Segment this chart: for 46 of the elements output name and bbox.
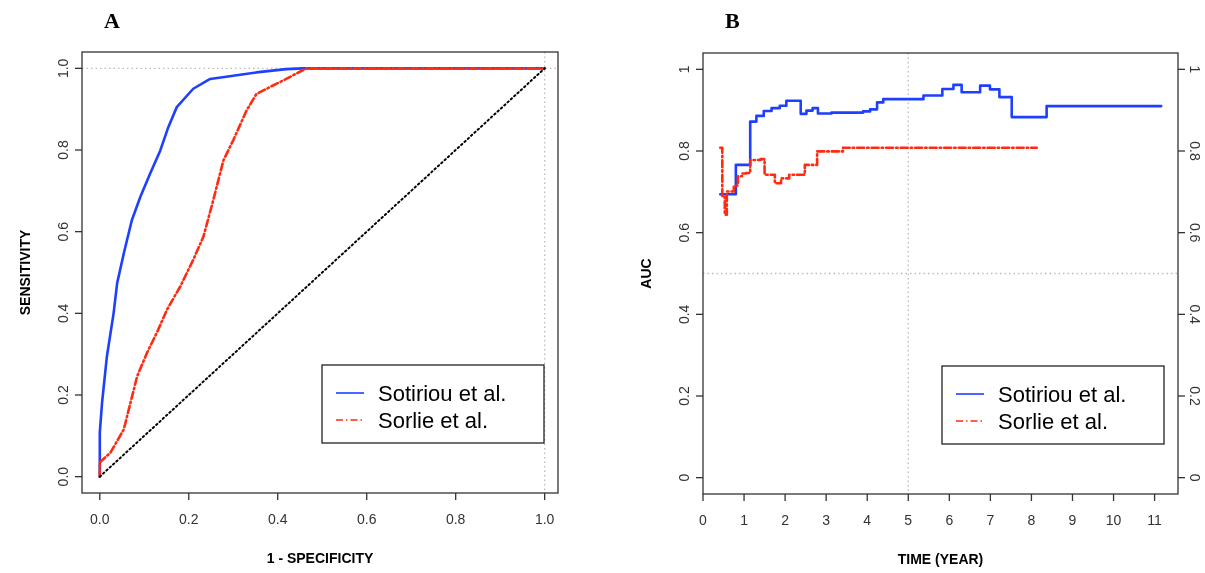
y-tick-label: 0.6 <box>55 221 71 242</box>
x-tick-label: 0 <box>699 512 708 528</box>
x-tick-label: 1 <box>740 512 749 528</box>
x-tick-label: 2 <box>781 512 790 528</box>
y2-tick-label: 0.6 <box>1187 222 1203 243</box>
x-tick-label: 1.0 <box>534 511 555 527</box>
y2-tick-label: 0 <box>1187 473 1203 482</box>
y-tick-label: 0.2 <box>676 386 692 406</box>
y-tick-label: 0.4 <box>55 303 71 324</box>
y-tick-label: 0.4 <box>676 304 692 325</box>
x-tick-label: 9 <box>1068 512 1077 528</box>
y2-tick-label: 0.4 <box>1187 304 1203 325</box>
x-tick-label: 8 <box>1027 512 1036 528</box>
y-tick-label: 0 <box>676 473 692 482</box>
legend-label: Sorlie et al. <box>378 408 489 433</box>
x-tick-label: 0.8 <box>445 511 466 527</box>
x-axis-title: 1 - SPECIFICITY <box>266 550 374 566</box>
x-tick-label: 4 <box>863 512 872 528</box>
y-tick-label: 0.2 <box>55 385 71 405</box>
x-tick-label: 5 <box>904 512 913 528</box>
y-tick-label: 0.6 <box>676 222 692 243</box>
y2-tick-label: 0.2 <box>1187 386 1203 406</box>
legend-label: Sotiriou et al. <box>998 382 1127 407</box>
x-tick-label: 3 <box>822 512 831 528</box>
x-tick-label: 6 <box>945 512 954 528</box>
x-tick-label: 7 <box>986 512 995 528</box>
y-axis-title: SENSITIVITY <box>17 229 33 316</box>
y-axis-title: AUC <box>638 258 654 289</box>
y-tick-label: 0.8 <box>676 141 692 161</box>
x-tick-label: 10 <box>1105 512 1122 528</box>
x-axis-title: TIME (YEAR) <box>897 551 984 567</box>
chart-title: B <box>725 8 740 33</box>
y-tick-label: 1.0 <box>55 58 71 79</box>
legend-label: Sotiriou et al. <box>378 381 507 406</box>
chart-title: A <box>104 8 120 33</box>
x-tick-label: 0.0 <box>90 511 110 527</box>
x-tick-label: 0.2 <box>179 511 199 527</box>
x-tick-label: 0.6 <box>356 511 377 527</box>
y-tick-label: 0.8 <box>55 140 71 160</box>
x-tick-label: 0.4 <box>268 511 288 527</box>
y2-tick-label: 1 <box>1187 65 1203 74</box>
legend-label: Sorlie et al. <box>998 409 1109 434</box>
x-tick-label: 11 <box>1147 512 1163 528</box>
y-tick-label: 0.0 <box>55 466 71 487</box>
y2-tick-label: 0.8 <box>1187 141 1203 161</box>
y-tick-label: 1 <box>676 65 692 74</box>
